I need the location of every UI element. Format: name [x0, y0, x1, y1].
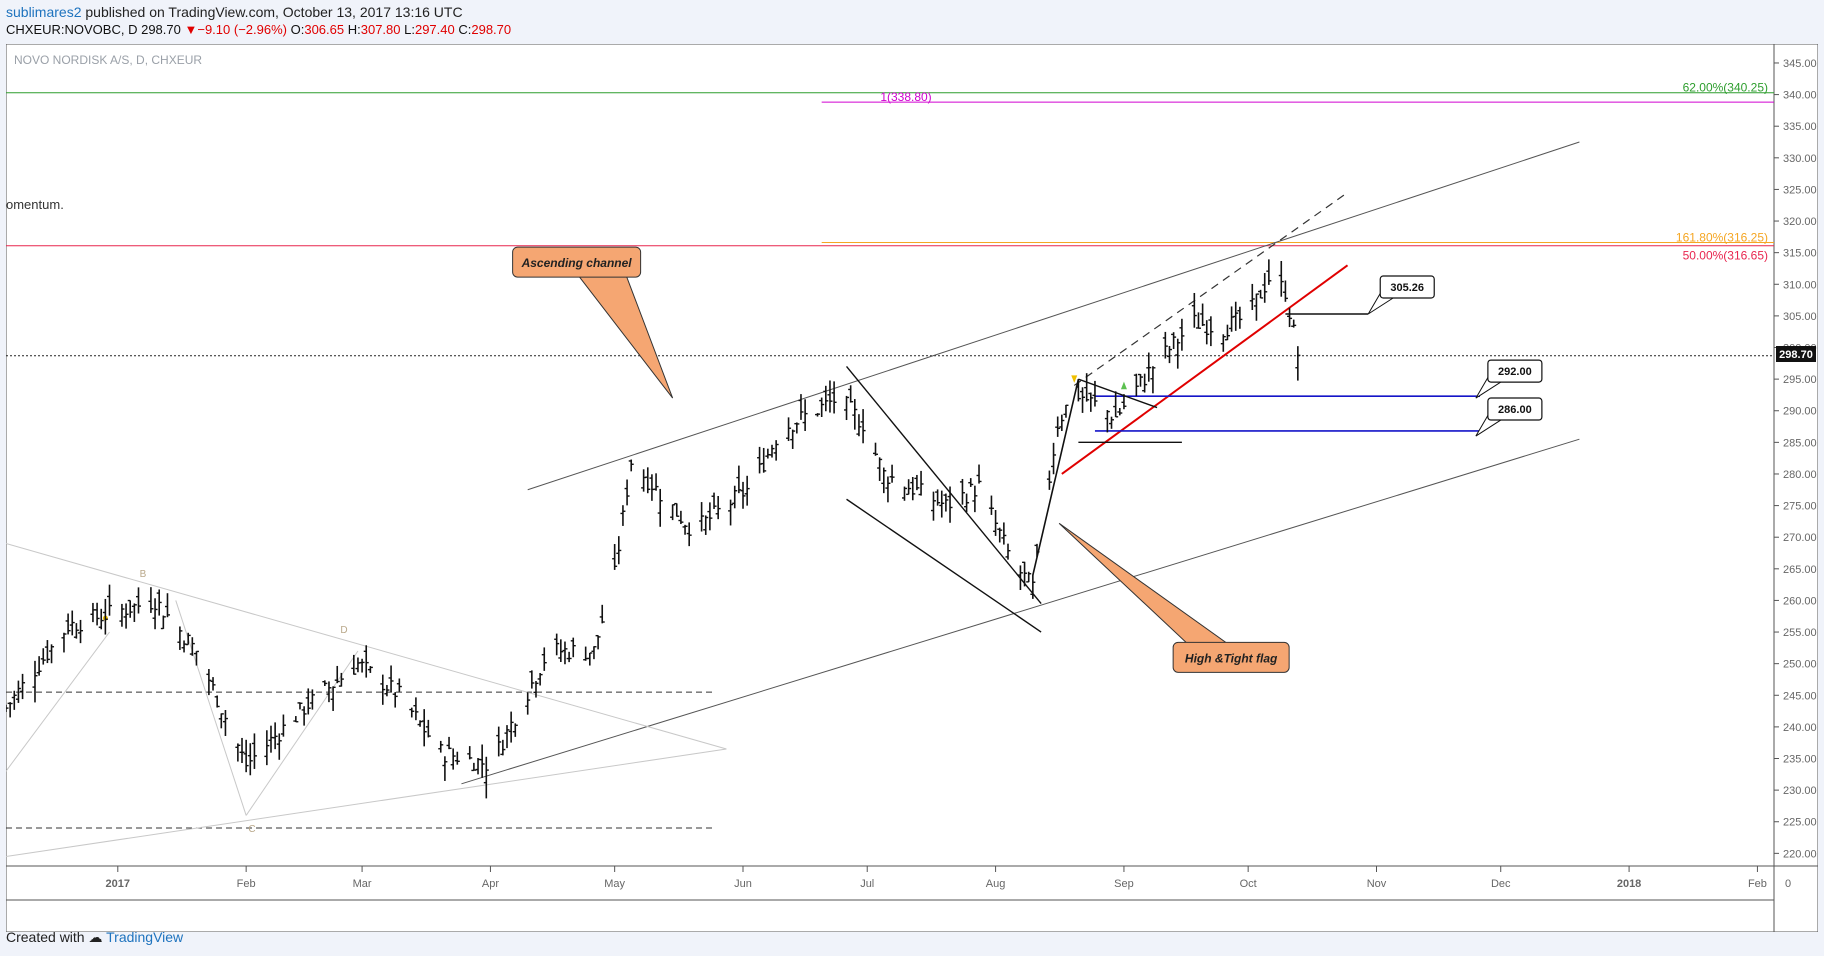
x-tick-label: Jun — [734, 878, 752, 890]
y-tick-label: 340.00 — [1783, 90, 1817, 102]
y-tick-label: 255.00 — [1783, 627, 1817, 639]
y-tick-label: 270.00 — [1783, 532, 1817, 544]
ohlc-low-key: L: — [404, 22, 415, 37]
x-tick-label: Apr — [482, 878, 499, 890]
x-tick-label: Sep — [1114, 878, 1134, 890]
price-value: 298.70 — [141, 22, 181, 37]
price-label-box — [1487, 397, 1543, 421]
x-tick-label: Feb — [237, 878, 256, 890]
published-text: published on TradingView.com, October 13… — [85, 4, 463, 20]
ohlc-high-key: H: — [347, 22, 361, 37]
ohlc-high-value: 307.80 — [360, 22, 401, 37]
y-tick-label: 285.00 — [1783, 437, 1817, 449]
x-tick-label: Feb — [1748, 878, 1767, 890]
y-tick-label: 225.00 — [1783, 817, 1817, 829]
price-label-text: 286.00 — [1498, 404, 1532, 416]
change-value: −9.10 (−2.96%) — [197, 22, 287, 37]
fib-label: 62.00%(340.25) — [1683, 81, 1768, 95]
x-tick-label: 2018 — [1617, 878, 1641, 890]
publish-line: sublimares2 published on TradingView.com… — [6, 4, 463, 20]
ohlc-close-value: 298.70 — [471, 22, 512, 37]
pattern-line-2 — [6, 748, 727, 858]
price-label-box — [1487, 359, 1543, 383]
green-marker-icon — [1120, 381, 1127, 390]
ohlc-open-value: 306.65 — [304, 22, 345, 37]
price-label-box — [1379, 275, 1435, 299]
tradingview-link[interactable]: TradingView — [106, 929, 184, 945]
flagpole-line — [1032, 378, 1080, 576]
x-tick-label: Jul — [860, 878, 874, 890]
created-with-text: Created with — [6, 929, 85, 945]
pattern-label-b: B — [140, 569, 147, 580]
channel-upper-line — [527, 141, 1580, 491]
ohlc-close-key: C: — [458, 22, 472, 37]
red-trendline — [1061, 264, 1349, 475]
price-label-text: 305.26 — [1390, 282, 1424, 294]
price-axis-zero-label: 0 — [1785, 878, 1791, 890]
callouts: Ascending channel High &Tight flag 305.26 2… — [512, 246, 1543, 673]
y-tick-label: 330.00 — [1783, 153, 1817, 165]
x-tick-label: Oct — [1240, 878, 1257, 890]
symbol-line: CHXEUR:NOVOBC, D 298.70 ▼−9.10 (−2.96%) … — [6, 22, 511, 37]
last-price-marker: 298.70 — [1776, 346, 1816, 362]
y-tick-label: 250.00 — [1783, 659, 1817, 671]
price-axis: 220.00 225.00 230.00 235.00 240.00 245.00 250.… — [1774, 58, 1817, 860]
y-tick-label: 325.00 — [1783, 184, 1817, 196]
symbol-label: CHXEUR:NOVOBC, D — [6, 22, 138, 37]
time-axis: 2017 Feb Mar Apr May Jun Jul Aug Sep Oct Nov Dec 201… — [106, 866, 1767, 890]
y-tick-label: 310.00 — [1783, 279, 1817, 291]
callout-box — [512, 246, 642, 278]
wedge-lower-line — [846, 498, 1042, 633]
last-price-label: 298.70 — [1779, 349, 1813, 361]
flag-upper-line — [1078, 378, 1158, 409]
y-tick-label: 335.00 — [1783, 121, 1817, 133]
yellow-marker-icon — [1071, 375, 1078, 383]
y-tick-label: 235.00 — [1783, 754, 1817, 766]
chart-note: omentum. — [6, 197, 64, 212]
y-tick-label: 260.00 — [1783, 595, 1817, 607]
footer: Created with ☁ TradingView — [6, 929, 183, 946]
y-tick-label: 295.00 — [1783, 374, 1817, 386]
ohlc-open-key: O: — [290, 22, 305, 37]
fib-label: 161.80%(316.25) — [1676, 231, 1768, 245]
x-tick-label: Aug — [986, 878, 1006, 890]
x-tick-label: 2017 — [106, 878, 130, 890]
y-tick-label: 245.00 — [1783, 690, 1817, 702]
y-tick-label: 305.00 — [1783, 311, 1817, 323]
y-tick-label: 265.00 — [1783, 564, 1817, 576]
tradingview-cloud-icon: ☁ — [88, 929, 103, 945]
y-tick-label: 230.00 — [1783, 785, 1817, 797]
y-tick-label: 345.00 — [1783, 58, 1817, 70]
y-tick-label: 290.00 — [1783, 406, 1817, 418]
callout-ascending-channel-text: Ascending channel — [521, 256, 633, 270]
y-tick-label: 320.00 — [1783, 216, 1817, 228]
y-tick-label: 315.00 — [1783, 248, 1817, 260]
y-tick-label: 220.00 — [1783, 848, 1817, 860]
y-tick-label: 280.00 — [1783, 469, 1817, 481]
pattern-label-d: D — [340, 625, 347, 636]
y-tick-label: 240.00 — [1783, 722, 1817, 734]
fib-label: 50.00%(316.65) — [1683, 249, 1768, 263]
callout-box — [1172, 641, 1290, 673]
chart-title: NOVO NORDISK A/S, D, CHXEUR — [14, 53, 202, 67]
down-arrow-icon: ▼ — [184, 22, 198, 37]
ohlc-low-value: 297.40 — [414, 22, 455, 37]
x-tick-label: May — [604, 878, 625, 890]
fib-label: 1(338.80) — [880, 90, 931, 104]
pattern-label-c: C — [248, 824, 255, 835]
pattern-leg-1 — [6, 631, 110, 772]
fib-levels: 62.00%(340.25) 1(338.80) 161.80%(316.25) 50… — [6, 81, 1774, 357]
pattern-leg-3 — [245, 650, 359, 816]
price-label-text: 292.00 — [1498, 366, 1532, 378]
y-tick-label: 275.00 — [1783, 501, 1817, 513]
callout-flag-text: High &Tight flag — [1185, 651, 1278, 665]
wedge-upper-line — [845, 366, 1042, 605]
x-tick-label: Dec — [1491, 878, 1511, 890]
price-bars — [6, 259, 1301, 799]
price-chart[interactable]: NOVO NORDISK A/S, D, CHXEUR omentum. 62.… — [6, 44, 1818, 932]
x-tick-label: Nov — [1367, 878, 1387, 890]
x-tick-label: Mar — [353, 878, 372, 890]
publisher-link[interactable]: sublimares2 — [6, 4, 82, 20]
